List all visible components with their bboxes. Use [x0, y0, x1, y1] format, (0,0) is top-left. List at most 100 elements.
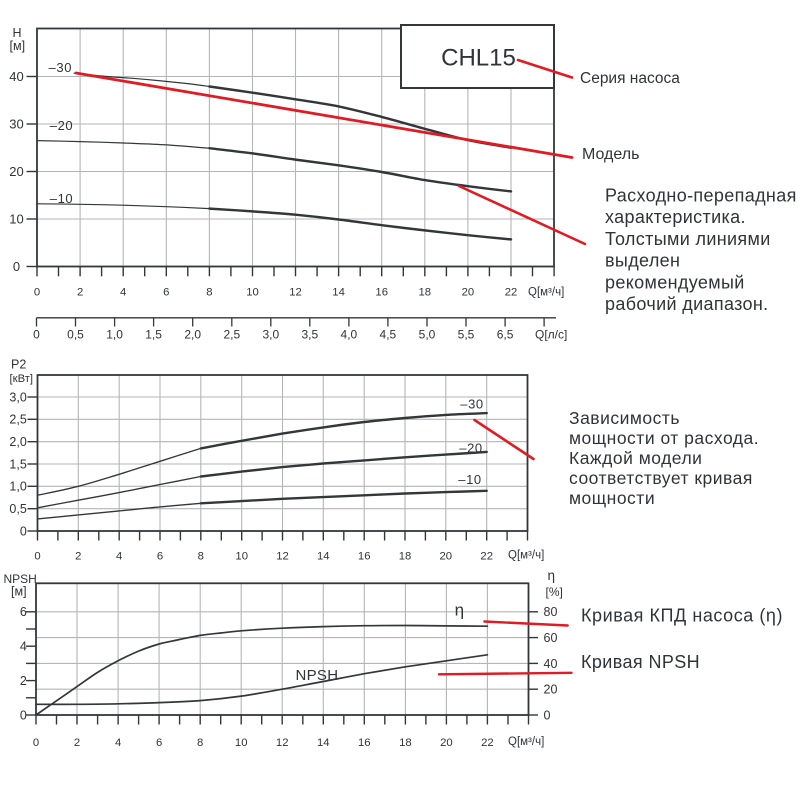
- svg-text:–10: –10: [458, 472, 482, 487]
- svg-text:18: 18: [419, 286, 432, 298]
- svg-text:Каждой модели: Каждой модели: [569, 448, 702, 468]
- svg-text:5,0: 5,0: [419, 328, 436, 342]
- svg-text:10: 10: [235, 737, 248, 749]
- svg-text:1,5: 1,5: [145, 328, 162, 342]
- svg-text:30: 30: [9, 116, 23, 131]
- svg-text:–30: –30: [49, 60, 73, 75]
- svg-text:Q[м³/ч]: Q[м³/ч]: [508, 736, 544, 748]
- svg-text:Расходно-перепадная: Расходно-перепадная: [605, 186, 797, 206]
- svg-text:6: 6: [163, 286, 169, 298]
- svg-text:2: 2: [75, 551, 81, 563]
- svg-text:NPSH: NPSH: [4, 572, 37, 586]
- svg-text:16: 16: [358, 551, 371, 563]
- svg-text:0: 0: [33, 737, 39, 749]
- svg-text:4: 4: [115, 737, 121, 749]
- svg-text:3,0: 3,0: [9, 390, 26, 404]
- svg-text:–20: –20: [50, 118, 74, 133]
- svg-text:12: 12: [289, 286, 302, 298]
- svg-text:80: 80: [544, 605, 558, 619]
- svg-text:мощности от расхода.: мощности от расхода.: [569, 428, 759, 448]
- svg-text:12: 12: [276, 737, 289, 749]
- svg-text:14: 14: [332, 286, 345, 298]
- svg-text:18: 18: [399, 737, 412, 749]
- svg-text:характеристика.: характеристика.: [605, 207, 746, 227]
- svg-text:4: 4: [116, 551, 122, 563]
- svg-text:0: 0: [13, 259, 20, 274]
- svg-text:8: 8: [197, 737, 203, 749]
- svg-text:20: 20: [9, 164, 23, 179]
- svg-text:10: 10: [9, 211, 23, 226]
- svg-text:рабочий диапазон.: рабочий диапазон.: [605, 294, 769, 314]
- svg-text:2,0: 2,0: [9, 435, 26, 449]
- svg-text:0: 0: [33, 328, 40, 342]
- svg-text:мощности: мощности: [569, 488, 655, 508]
- svg-text:10: 10: [246, 286, 259, 298]
- svg-text:1,5: 1,5: [9, 457, 26, 471]
- svg-text:0,5: 0,5: [67, 328, 84, 342]
- svg-text:[м]: [м]: [11, 585, 27, 599]
- svg-text:22: 22: [480, 551, 493, 563]
- svg-text:2,0: 2,0: [184, 328, 201, 342]
- svg-text:2,5: 2,5: [223, 328, 240, 342]
- svg-text:Серия насоса: Серия насоса: [580, 70, 680, 87]
- svg-text:3,0: 3,0: [262, 328, 279, 342]
- svg-text:2,5: 2,5: [9, 413, 26, 427]
- svg-text:4,5: 4,5: [380, 328, 397, 342]
- svg-text:4: 4: [120, 286, 126, 298]
- svg-text:CHL15: CHL15: [441, 45, 516, 72]
- svg-text:Модель: Модель: [582, 146, 639, 163]
- svg-text:22: 22: [481, 737, 494, 749]
- svg-text:60: 60: [544, 631, 558, 645]
- svg-text:6: 6: [157, 551, 163, 563]
- svg-text:0,5: 0,5: [9, 502, 26, 516]
- svg-text:6,5: 6,5: [497, 328, 514, 342]
- svg-text:20: 20: [462, 286, 475, 298]
- svg-text:–20: –20: [459, 441, 483, 456]
- svg-text:2: 2: [20, 674, 27, 688]
- svg-text:0: 0: [34, 286, 40, 298]
- svg-text:18: 18: [399, 551, 412, 563]
- svg-text:[%]: [%]: [546, 585, 563, 599]
- svg-text:рекомендуемый: рекомендуемый: [605, 272, 745, 292]
- svg-text:1,0: 1,0: [106, 328, 123, 342]
- svg-text:40: 40: [9, 69, 23, 84]
- svg-text:η: η: [548, 568, 556, 583]
- svg-text:4: 4: [20, 640, 27, 654]
- svg-text:16: 16: [375, 286, 388, 298]
- svg-text:16: 16: [358, 737, 371, 749]
- svg-text:2: 2: [77, 286, 83, 298]
- svg-text:20: 20: [440, 737, 453, 749]
- svg-text:20: 20: [440, 551, 453, 563]
- svg-text:η: η: [455, 601, 464, 620]
- svg-text:2: 2: [74, 737, 80, 749]
- svg-text:4,0: 4,0: [341, 328, 358, 342]
- svg-text:[м]: [м]: [10, 39, 26, 53]
- svg-text:0: 0: [34, 551, 40, 563]
- svg-text:Q[л/с]: Q[л/с]: [535, 328, 567, 342]
- svg-text:0: 0: [544, 708, 551, 722]
- svg-text:[кВт]: [кВт]: [10, 373, 34, 385]
- svg-text:Кривая КПД насоса (η): Кривая КПД насоса (η): [581, 606, 783, 626]
- svg-text:1,0: 1,0: [9, 480, 26, 494]
- svg-text:14: 14: [317, 737, 330, 749]
- svg-text:выделен: выделен: [605, 251, 680, 271]
- svg-text:Q[м³/ч]: Q[м³/ч]: [508, 550, 544, 562]
- svg-text:0: 0: [20, 524, 27, 538]
- svg-text:соответствует кривая: соответствует кривая: [569, 468, 753, 488]
- svg-text:3,5: 3,5: [301, 328, 318, 342]
- svg-text:Q[м³/ч]: Q[м³/ч]: [528, 286, 564, 298]
- svg-text:H: H: [13, 26, 22, 40]
- svg-text:8: 8: [206, 286, 212, 298]
- svg-text:20: 20: [544, 683, 558, 697]
- svg-text:6: 6: [156, 737, 162, 749]
- svg-text:P2: P2: [11, 358, 26, 372]
- svg-text:–30: –30: [460, 397, 484, 412]
- svg-text:Кривая NPSH: Кривая NPSH: [581, 652, 700, 672]
- svg-text:8: 8: [198, 551, 204, 563]
- svg-text:10: 10: [235, 551, 248, 563]
- svg-text:14: 14: [317, 551, 330, 563]
- svg-text:6: 6: [20, 605, 27, 619]
- svg-text:5,5: 5,5: [458, 328, 475, 342]
- svg-text:Зависимость: Зависимость: [569, 408, 680, 428]
- svg-text:0: 0: [20, 708, 27, 722]
